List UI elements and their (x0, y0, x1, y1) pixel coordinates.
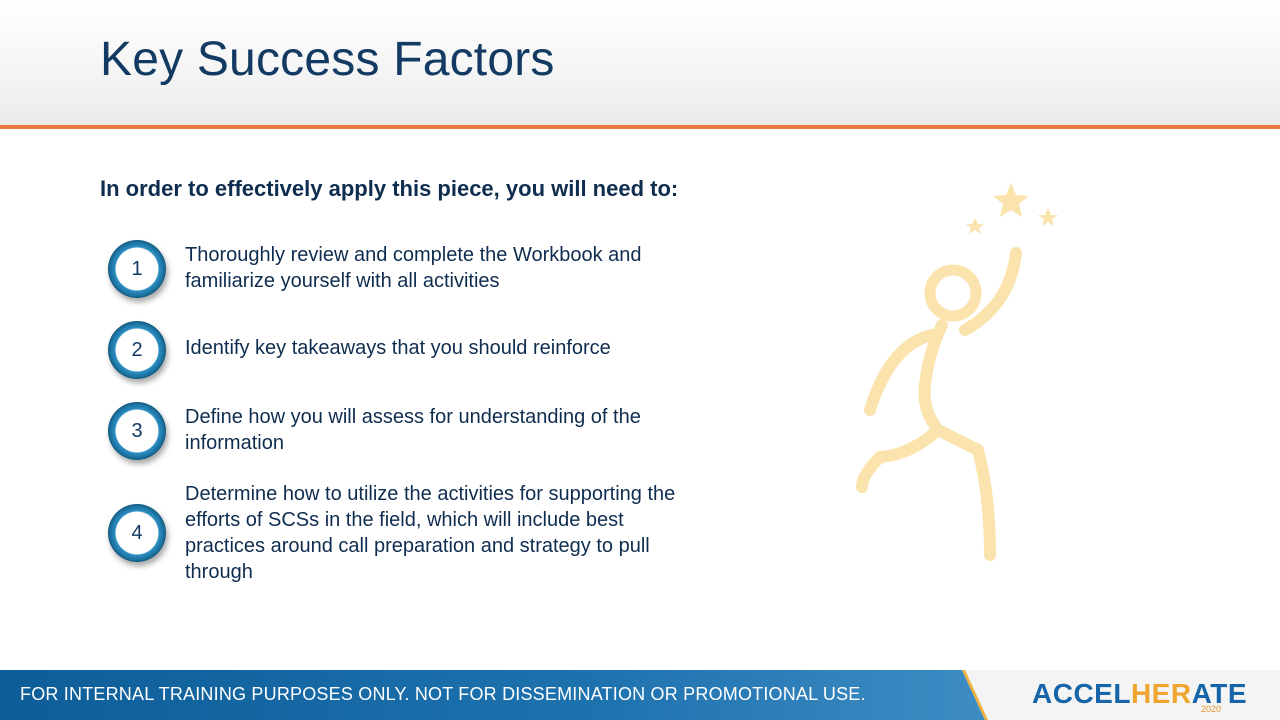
brand-year: 2020 (1201, 704, 1222, 714)
step-number-badge (108, 240, 166, 298)
step-item-1: 1 Thoroughly review and complete the Wor… (108, 240, 768, 300)
step-text: Thoroughly review and complete the Workb… (185, 242, 765, 294)
step-text: Determine how to utilize the activities … (185, 481, 765, 585)
step-item-3: 3 Define how you will assess for underst… (108, 402, 768, 462)
brand-logo-part: HER (1130, 678, 1192, 709)
step-number: 2 (131, 339, 143, 361)
page-title: Key Success Factors (100, 33, 555, 86)
step-number-badge (108, 402, 166, 460)
step-number-badge (108, 504, 166, 562)
step-number: 3 (131, 420, 143, 442)
step-text: Define how you will assess for understan… (185, 404, 765, 456)
intro-text: In order to effectively apply this piece… (100, 176, 679, 201)
step-text: Identify key takeaways that you should r… (185, 335, 765, 361)
step-text-line: Determine how to utilize the activities … (185, 483, 676, 505)
step-number: 4 (131, 522, 143, 544)
step-item-4: 4 Determine how to utilize the activitie… (108, 483, 768, 583)
step-text-line: familiarize yourself with all activities (185, 270, 500, 292)
footer-disclaimer-band (0, 670, 985, 720)
step-text-line: practices around call preparation and st… (185, 535, 650, 557)
brand-logo: ACCELHERATE (1032, 678, 1247, 710)
brand-logo-part: ATE (1191, 678, 1247, 709)
header-band (0, 0, 1280, 126)
step-item-2: 2 Identify key takeaways that you should… (108, 321, 768, 381)
step-text-line: Thoroughly review and complete the Workb… (185, 244, 642, 266)
step-text-line: through (185, 561, 253, 583)
step-text-line: information (185, 432, 284, 454)
step-text-line: efforts of SCSs in the field, which will… (185, 509, 624, 531)
step-number-badge (108, 321, 166, 379)
person-reaching-stars-icon (850, 175, 1070, 570)
header-divider (0, 125, 1280, 129)
footer-disclaimer: FOR INTERNAL TRAINING PURPOSES ONLY. NOT… (20, 684, 866, 704)
step-text-line: Identify key takeaways that you should r… (185, 337, 611, 359)
step-text-line: Define how you will assess for understan… (185, 406, 641, 428)
step-number: 1 (131, 258, 143, 280)
brand-logo-part: ACCEL (1032, 678, 1131, 709)
